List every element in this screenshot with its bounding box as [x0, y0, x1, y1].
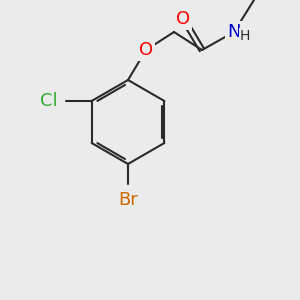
Text: N: N [227, 23, 241, 41]
Text: Cl: Cl [40, 92, 58, 110]
Text: O: O [176, 10, 190, 28]
Text: O: O [139, 41, 153, 59]
Text: H: H [240, 29, 250, 43]
Text: Br: Br [118, 191, 138, 209]
